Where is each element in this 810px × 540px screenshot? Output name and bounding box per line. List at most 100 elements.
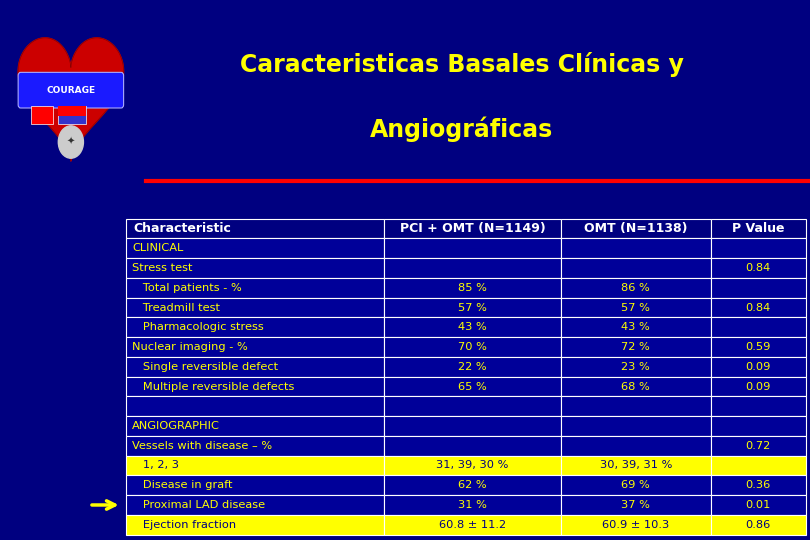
Text: ✦: ✦	[66, 137, 75, 147]
Bar	[384, 219, 561, 239]
Bar	[384, 495, 561, 515]
Text: Total patients - %: Total patients - %	[132, 283, 241, 293]
Text: 72 %: 72 %	[621, 342, 650, 352]
Text: 0.59: 0.59	[746, 342, 771, 352]
Bar	[126, 436, 384, 456]
Text: Characteristic: Characteristic	[134, 222, 232, 235]
Bar	[126, 337, 384, 357]
Bar	[710, 436, 806, 456]
Text: Nuclear imaging - %: Nuclear imaging - %	[132, 342, 248, 352]
Text: 43 %: 43 %	[621, 322, 650, 332]
Bar	[561, 337, 710, 357]
Text: 57 %: 57 %	[458, 302, 487, 313]
Bar	[126, 416, 384, 436]
Text: 57 %: 57 %	[621, 302, 650, 313]
Bar	[384, 436, 561, 456]
Bar	[126, 357, 384, 377]
Bar	[384, 318, 561, 337]
Text: Proximal LAD disease: Proximal LAD disease	[132, 500, 265, 510]
Bar	[126, 396, 384, 416]
Bar	[384, 377, 561, 396]
Text: 0.86: 0.86	[746, 519, 771, 530]
Bar	[384, 239, 561, 258]
Text: 23 %: 23 %	[621, 362, 650, 372]
Bar	[561, 515, 710, 535]
Bar	[58, 106, 86, 124]
Text: Pharmacologic stress: Pharmacologic stress	[132, 322, 264, 332]
Text: 0.36: 0.36	[746, 480, 771, 490]
Text: 43 %: 43 %	[458, 322, 487, 332]
Bar	[384, 416, 561, 436]
Text: PCI + OMT (N=1149): PCI + OMT (N=1149)	[399, 222, 545, 235]
Bar	[126, 456, 384, 475]
Bar	[126, 475, 384, 495]
Bar	[384, 396, 561, 416]
Bar	[710, 396, 806, 416]
Bar	[384, 278, 561, 298]
Text: 60.9 ± 10.3: 60.9 ± 10.3	[602, 519, 670, 530]
Text: 85 %: 85 %	[458, 283, 487, 293]
Text: 0.84: 0.84	[746, 302, 771, 313]
Text: 0.84: 0.84	[746, 263, 771, 273]
Text: 0.72: 0.72	[746, 441, 771, 451]
Text: 86 %: 86 %	[621, 283, 650, 293]
Text: Ejection fraction: Ejection fraction	[132, 519, 237, 530]
Bar	[561, 495, 710, 515]
Text: 68 %: 68 %	[621, 382, 650, 392]
Bar	[561, 219, 710, 239]
Bar	[384, 298, 561, 318]
FancyBboxPatch shape	[18, 72, 124, 108]
Bar	[710, 298, 806, 318]
Text: Multiple reversible defects: Multiple reversible defects	[132, 382, 294, 392]
Text: 0.09: 0.09	[746, 382, 771, 392]
Bar	[126, 298, 384, 318]
Bar	[561, 377, 710, 396]
Bar	[710, 357, 806, 377]
Bar	[126, 278, 384, 298]
Text: ANGIOGRAPHIC: ANGIOGRAPHIC	[132, 421, 220, 431]
Bar	[126, 219, 384, 239]
Bar	[710, 337, 806, 357]
Polygon shape	[18, 38, 124, 161]
Bar	[384, 258, 561, 278]
Text: 70 %: 70 %	[458, 342, 487, 352]
Bar	[710, 219, 806, 239]
Bar	[561, 357, 710, 377]
Bar	[126, 515, 384, 535]
Bar	[710, 495, 806, 515]
Bar	[710, 258, 806, 278]
Text: Disease in graft: Disease in graft	[132, 480, 232, 490]
Bar	[561, 278, 710, 298]
Text: 65 %: 65 %	[458, 382, 487, 392]
Text: COURAGE: COURAGE	[46, 86, 96, 94]
Text: 60.8 ± 11.2: 60.8 ± 11.2	[439, 519, 506, 530]
Bar	[126, 377, 384, 396]
Text: Stress test: Stress test	[132, 263, 193, 273]
Bar	[561, 318, 710, 337]
Bar	[561, 475, 710, 495]
Text: P Value: P Value	[732, 222, 785, 235]
Bar	[126, 239, 384, 258]
Bar	[384, 337, 561, 357]
Bar	[126, 258, 384, 278]
Text: 0.01: 0.01	[746, 500, 771, 510]
Bar	[710, 239, 806, 258]
Bar	[561, 396, 710, 416]
Text: CLINICAL: CLINICAL	[132, 244, 183, 253]
Bar	[58, 106, 86, 116]
Bar	[710, 377, 806, 396]
Bar	[31, 106, 53, 124]
Text: OMT (N=1138): OMT (N=1138)	[584, 222, 688, 235]
Text: 1, 2, 3: 1, 2, 3	[132, 461, 179, 470]
Bar	[384, 515, 561, 535]
Bar	[561, 416, 710, 436]
Bar	[561, 436, 710, 456]
Bar	[561, 239, 710, 258]
Text: 0.09: 0.09	[746, 362, 771, 372]
Bar	[561, 456, 710, 475]
Bar	[384, 456, 561, 475]
Text: Vessels with disease – %: Vessels with disease – %	[132, 441, 272, 451]
Text: 31 %: 31 %	[458, 500, 487, 510]
Bar	[710, 416, 806, 436]
Text: Single reversible defect: Single reversible defect	[132, 362, 278, 372]
